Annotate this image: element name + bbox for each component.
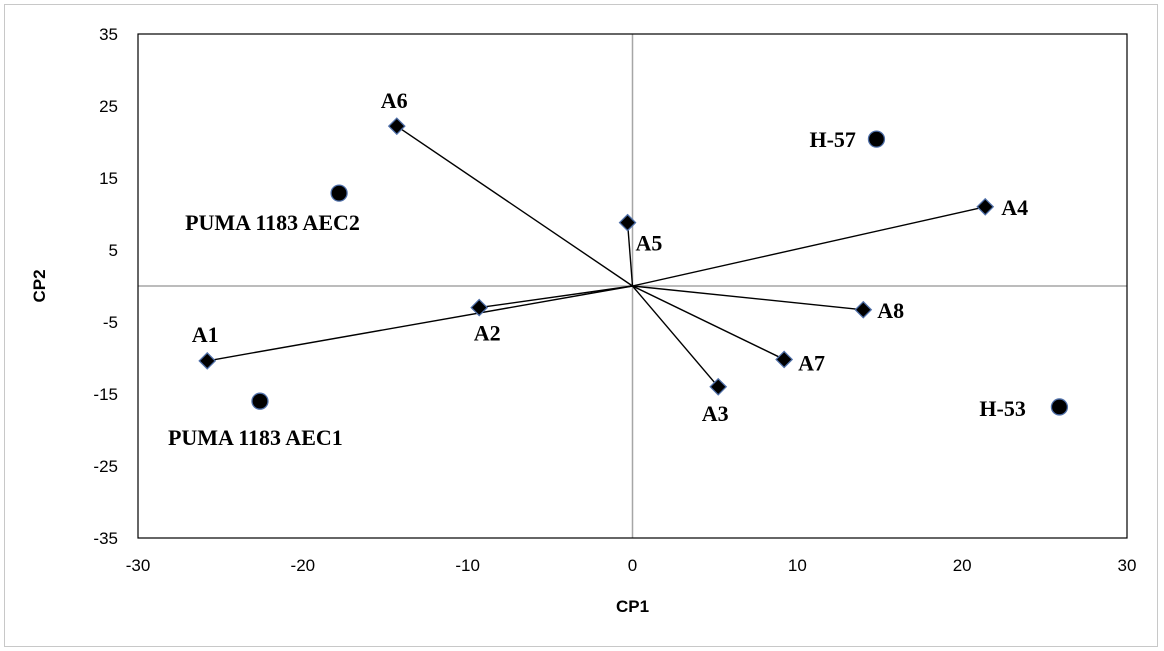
vector-a7: [632, 285, 785, 361]
point-label-h-57: H-57: [809, 127, 855, 152]
chart-frame: [4, 4, 1158, 647]
vector-a5: [626, 222, 634, 287]
y-tick-label: 15: [99, 169, 118, 188]
point-label-a1: A1: [192, 322, 219, 347]
vector-a4: [632, 206, 986, 287]
diamond-marker-a4: [976, 197, 995, 216]
loading-vectors: [207, 125, 986, 388]
plot-area-border: [137, 33, 1128, 539]
diamond-marker-a3: [709, 377, 728, 396]
point-label-a8: A8: [877, 298, 904, 323]
point-labels: A1 A2 A3 A4 A5 A6 A7 A8 PUMA 1183 AEC2 PUMA 1183 …: [168, 88, 1028, 450]
circle-marker-puma-1183-aec2: [330, 184, 348, 202]
x-tick-label: -20: [291, 556, 316, 575]
circle-marker-h-57: [867, 130, 886, 148]
x-tick-labels: -30 -20 -10 0 10 20 30: [126, 556, 1137, 575]
data-markers: [198, 117, 1069, 416]
point-label-puma-1183-aec2: PUMA 1183 AEC2: [185, 210, 360, 235]
y-tick-label: -15: [93, 385, 118, 404]
diamond-marker-a7: [775, 350, 794, 369]
x-tick-label: -10: [455, 556, 480, 575]
x-axis-title: CP1: [616, 597, 649, 616]
y-axis-title: CP2: [30, 269, 49, 302]
diamond-marker-a2: [470, 298, 489, 317]
point-label-puma-1183-aec1: PUMA 1183 AEC1: [168, 425, 343, 450]
y-tick-label: 25: [99, 97, 118, 116]
point-label-a6: A6: [381, 88, 408, 113]
point-label-a4: A4: [1001, 195, 1028, 220]
x-tick-label: 10: [788, 556, 807, 575]
y-tick-label: -35: [93, 529, 118, 548]
y-tick-label: -25: [93, 457, 118, 476]
diamond-marker-a1: [198, 351, 217, 370]
point-label-a5: A5: [636, 231, 663, 256]
circle-marker-h-53: [1050, 398, 1069, 416]
vector-a3: [631, 285, 719, 388]
y-tick-label: -5: [103, 313, 118, 332]
vector-a1: [207, 285, 633, 362]
y-tick-labels: 35 25 15 5 -5 -15 -25 -35: [93, 25, 118, 548]
point-label-a7: A7: [798, 350, 825, 375]
diamond-marker-a6: [387, 117, 406, 136]
point-label-h-53: H-53: [979, 396, 1025, 421]
x-tick-label: -30: [126, 556, 151, 575]
vector-a6: [396, 125, 633, 287]
diamond-marker-a8: [854, 300, 873, 319]
x-tick-label: 0: [628, 556, 637, 575]
point-label-a3: A3: [702, 401, 729, 426]
x-tick-label: 20: [953, 556, 972, 575]
circle-marker-puma-1183-aec1: [251, 392, 269, 410]
point-label-a2: A2: [474, 321, 501, 346]
vector-a2: [479, 285, 633, 309]
diamond-marker-a5: [618, 213, 637, 232]
y-tick-label: 5: [109, 241, 118, 260]
x-tick-label: 30: [1118, 556, 1137, 575]
vector-a8: [632, 285, 864, 311]
y-tick-label: 35: [99, 25, 118, 44]
